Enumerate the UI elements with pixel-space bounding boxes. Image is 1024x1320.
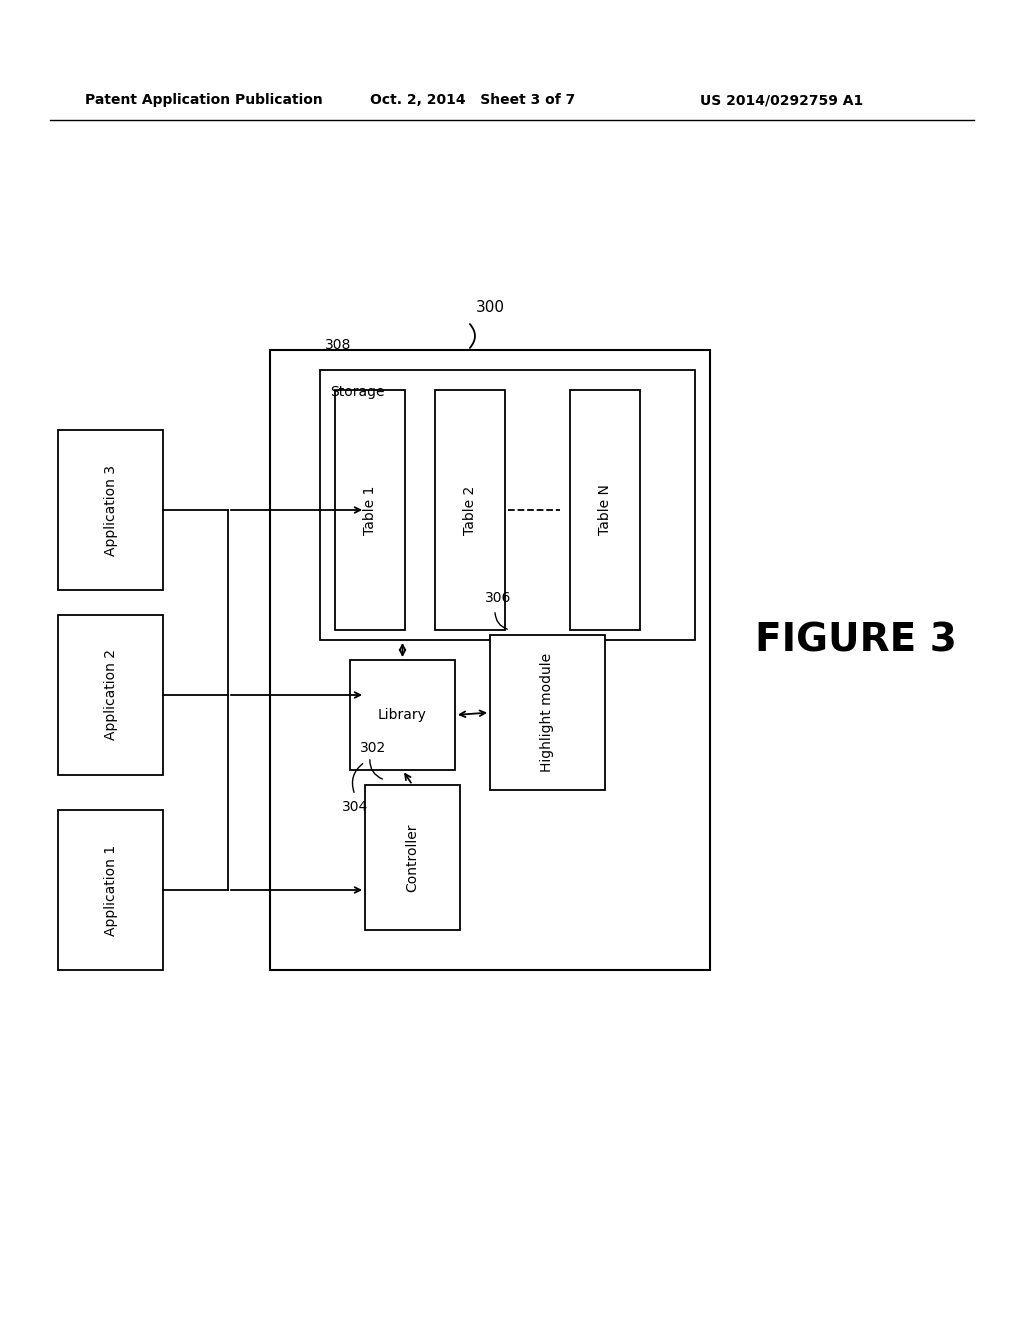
Text: 302: 302 <box>360 741 386 755</box>
Text: 306: 306 <box>485 591 511 605</box>
Text: Application 1: Application 1 <box>103 845 118 936</box>
Bar <box>319 370 695 640</box>
Text: Application 2: Application 2 <box>103 649 118 741</box>
Text: 308: 308 <box>325 338 351 352</box>
Bar <box>350 660 455 770</box>
Text: Application 3: Application 3 <box>103 465 118 556</box>
Bar <box>570 389 640 630</box>
Text: Highlight module: Highlight module <box>541 653 555 772</box>
Text: FIGURE 3: FIGURE 3 <box>755 620 956 659</box>
Text: Storage: Storage <box>330 385 384 399</box>
Bar <box>335 389 406 630</box>
Text: Table N: Table N <box>598 484 612 536</box>
Bar <box>58 615 163 775</box>
Text: Controller: Controller <box>406 824 420 892</box>
Bar <box>58 430 163 590</box>
Text: Table 1: Table 1 <box>362 486 377 535</box>
Text: 304: 304 <box>342 800 369 814</box>
Text: Patent Application Publication: Patent Application Publication <box>85 92 323 107</box>
Text: Oct. 2, 2014   Sheet 3 of 7: Oct. 2, 2014 Sheet 3 of 7 <box>370 92 575 107</box>
Text: 300: 300 <box>475 300 505 315</box>
Bar <box>270 350 710 970</box>
Bar <box>435 389 505 630</box>
Bar <box>58 810 163 970</box>
Bar <box>365 785 460 931</box>
Text: Library: Library <box>378 708 427 722</box>
Bar <box>490 635 605 789</box>
Text: US 2014/0292759 A1: US 2014/0292759 A1 <box>700 92 863 107</box>
Text: Table 2: Table 2 <box>463 486 477 535</box>
